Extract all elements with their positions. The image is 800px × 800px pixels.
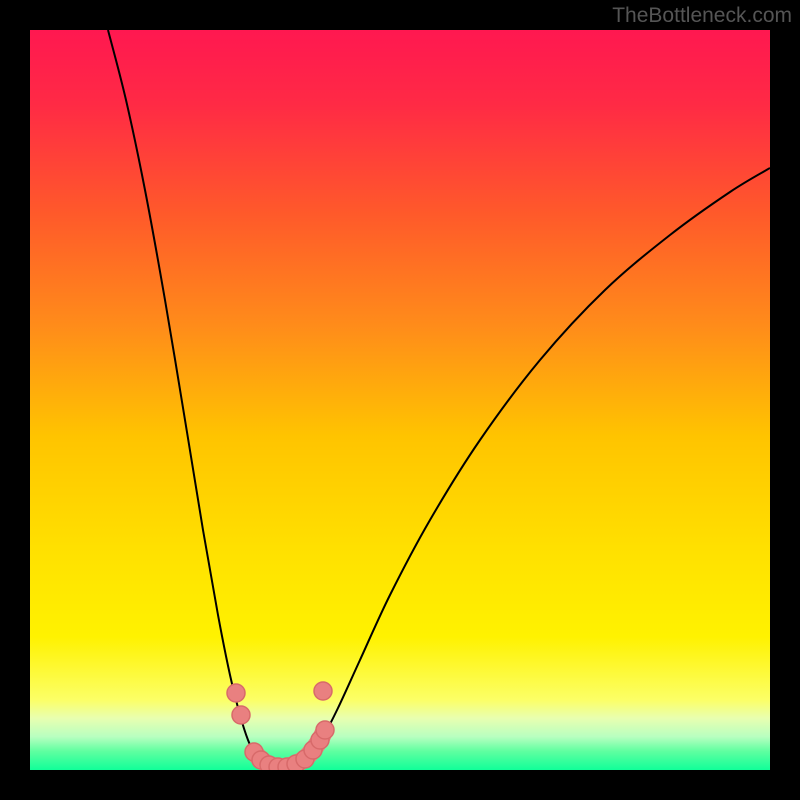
data-marker <box>314 682 332 700</box>
watermark-text: TheBottleneck.com <box>612 4 792 28</box>
gradient-background <box>30 30 770 770</box>
plot-area <box>30 30 770 770</box>
data-marker <box>227 684 245 702</box>
data-marker <box>316 721 334 739</box>
chart-svg <box>30 30 770 770</box>
data-marker <box>232 706 250 724</box>
chart-frame: TheBottleneck.com <box>0 0 800 800</box>
